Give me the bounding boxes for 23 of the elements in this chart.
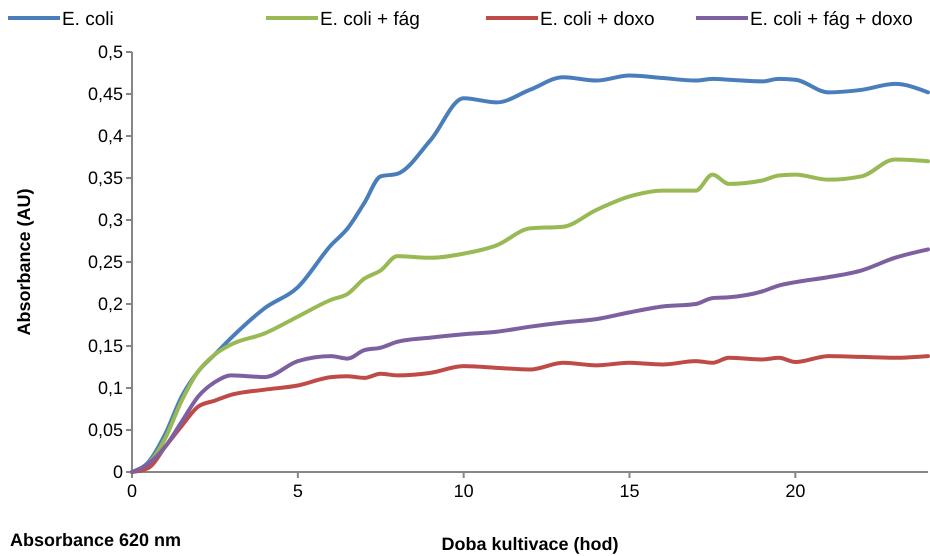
legend-label: E. coli	[62, 9, 114, 30]
y-tick-label: 0	[112, 462, 123, 482]
y-tick-label: 0,3	[98, 210, 123, 230]
x-axis-title: Doba kultivace (hod)	[441, 534, 619, 554]
x-tick-label: 0	[126, 481, 138, 502]
x-tick-label: 5	[292, 481, 303, 502]
y-tick-label: 0,15	[88, 336, 123, 356]
y-tick-label: 0,45	[88, 84, 123, 104]
y-tick-label: 0,4	[98, 126, 123, 146]
text: Absorbance 620 nm	[10, 530, 182, 550]
x-tick-label: 15	[619, 481, 640, 502]
y-tick-label: 0,25	[88, 252, 123, 272]
y-axis-title: Absorbance (AU)	[14, 188, 34, 336]
x-tick-label: 10	[454, 481, 474, 502]
y-tick-label: 0,5	[98, 42, 123, 62]
y-tick-label: 0,35	[88, 168, 123, 188]
x-tick-label: 20	[785, 481, 806, 502]
y-tick-label: 0,05	[88, 420, 123, 440]
y-tick-label: 0,2	[98, 294, 123, 314]
y-tick-label: 0,1	[98, 378, 123, 398]
legend-label: E. coli + fág	[320, 9, 420, 30]
legend-label: E. coli + fág + doxo	[750, 9, 913, 30]
legend-label: E. coli + doxo	[540, 9, 655, 30]
